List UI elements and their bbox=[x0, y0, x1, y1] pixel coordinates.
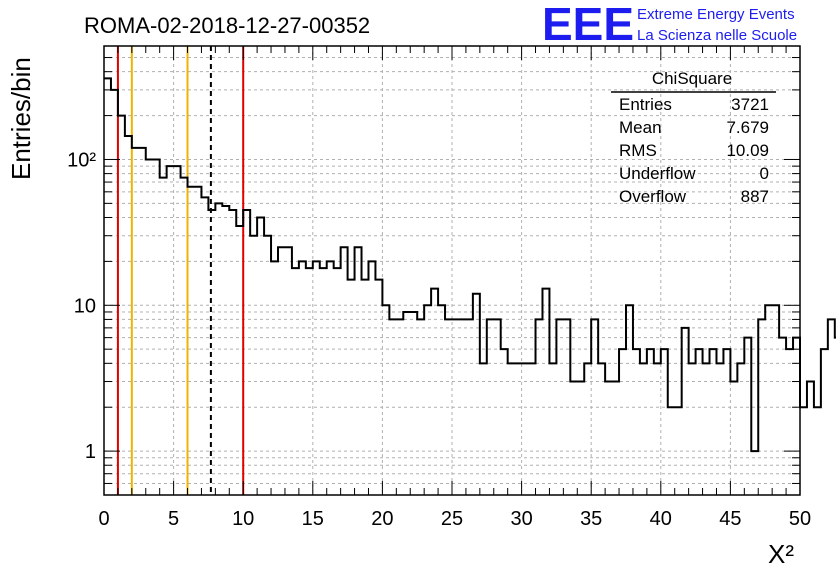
stats-title: ChiSquare bbox=[652, 69, 732, 88]
stats-row-label: Underflow bbox=[619, 164, 696, 183]
reference-lines bbox=[116, 46, 245, 495]
stats-box: ChiSquare Entries 3721 Mean 7.679 RMS 10.09 Un… bbox=[611, 69, 776, 206]
x-tick-label: 25 bbox=[441, 508, 463, 530]
histogram-series bbox=[104, 77, 836, 453]
x-axis-title: X² bbox=[768, 539, 794, 569]
x-tick-label: 30 bbox=[510, 508, 532, 530]
stats-row-label: Mean bbox=[619, 118, 662, 137]
logo-mark: EEE bbox=[542, 0, 634, 50]
stats-row-value: 7.679 bbox=[726, 118, 769, 137]
stats-row-label: RMS bbox=[619, 141, 657, 160]
logo-line-2: La Scienza nelle Scuole bbox=[637, 27, 797, 44]
x-axis-title-text: X² bbox=[768, 539, 794, 569]
axes: 0 5 10 15 20 25 30 35 40 45 50 1 10 10² bbox=[67, 45, 811, 530]
y-axis-title: Entries/bin bbox=[6, 57, 36, 180]
stats-row-value: 0 bbox=[760, 164, 769, 183]
stats-row-value: 3721 bbox=[731, 95, 769, 114]
stats-rows: Entries 3721 Mean 7.679 RMS 10.09 Underflow 0 Ov… bbox=[619, 95, 769, 206]
x-tick-label: 20 bbox=[371, 508, 393, 530]
x-tick-label: 15 bbox=[302, 508, 324, 530]
stats-row-value: 887 bbox=[741, 187, 769, 206]
y-tick-label: 10 bbox=[74, 295, 96, 317]
grid-lines bbox=[104, 46, 800, 495]
x-tick-label: 50 bbox=[789, 508, 811, 530]
x-tick-label: 10 bbox=[232, 508, 254, 530]
stats-row-value: 10.09 bbox=[726, 141, 769, 160]
y-tick-label: 1 bbox=[85, 441, 96, 463]
x-tick-label: 40 bbox=[650, 508, 672, 530]
x-tick-label: 45 bbox=[719, 508, 741, 530]
stats-row-label: Overflow bbox=[619, 187, 687, 206]
x-tick-label: 35 bbox=[580, 508, 602, 530]
y-tick-label: 10² bbox=[67, 149, 96, 171]
x-tick-label: 5 bbox=[168, 508, 179, 530]
stats-row-label: Entries bbox=[619, 95, 672, 114]
logo-line-1: Extreme Energy Events bbox=[637, 6, 795, 23]
eee-logo: EEE Extreme Energy Events La Scienza nel… bbox=[542, 0, 797, 50]
chart-title: ROMA-02-2018-12-27-00352 bbox=[84, 13, 370, 38]
x-tick-label: 0 bbox=[98, 508, 109, 530]
